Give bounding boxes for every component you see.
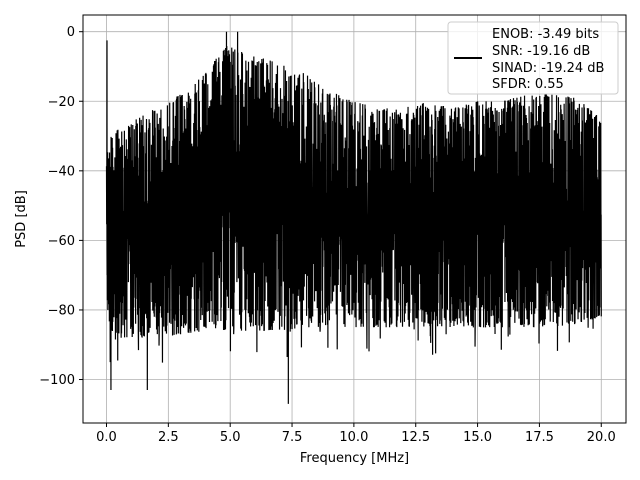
x-tick-label: 20.0 [587,430,616,445]
legend-snr: SNR: -19.16 dB [492,44,590,59]
y-tick-label: −100 [39,373,75,388]
y-tick-label: −80 [48,303,75,318]
axis-ticks: 0.0 2.5 5.0 7.5 10.0 12.5 15.0 17.5 20.0 0 −20 −40 −… [39,25,615,445]
legend-box [447,21,619,95]
legend: ENOB: -3.49 bits SNR: -19.16 dB SINAD: -… [447,21,619,95]
y-axis-label: PSD [dB] [14,190,29,248]
legend-enob: ENOB: -3.49 bits [492,27,599,42]
x-tick-label: 17.5 [525,430,554,445]
y-tick-label: −60 [48,234,75,249]
x-tick-label: 10.0 [339,430,368,445]
x-tick-label: 0.0 [96,430,117,445]
x-tick-label: 5.0 [220,430,241,445]
plot-frame [82,14,627,424]
x-tick-label: 7.5 [282,430,303,445]
x-tick-label: 12.5 [401,430,430,445]
y-tick-label: −40 [48,164,75,179]
x-tick-label: 15.0 [463,430,492,445]
psd-line [105,31,602,404]
legend-sinad: SINAD: -19.24 dB [492,61,604,76]
y-tick-label: 0 [67,25,75,40]
y-tick-label: −20 [48,95,75,110]
x-axis-label: Frequency [MHz] [300,451,409,466]
series-psd [105,31,602,404]
legend-sfdr: SFDR: 0.55 [492,77,564,92]
x-tick-label: 2.5 [158,430,179,445]
